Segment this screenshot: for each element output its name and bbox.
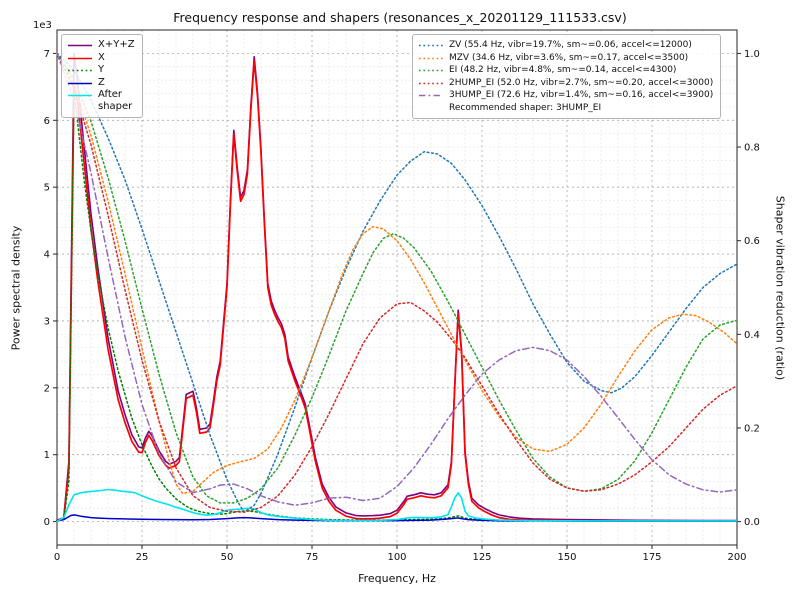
2hump-ei-line-swatch-icon [419, 82, 443, 84]
legend-item-x: X [67, 52, 135, 65]
recommended-shaper-note-line-swatch-icon [418, 103, 444, 114]
x-tick-label: 175 [642, 552, 661, 563]
3hump-ei-line-swatch-icon [419, 94, 443, 97]
x-tick-label: 150 [557, 552, 576, 563]
legend-item-zv: ZV (55.4 Hz, vibr=19.7%, sm~=0.06, accel… [418, 39, 713, 52]
y-right-tick-label: 0.0 [744, 517, 760, 528]
y-right-axis-label: Shaper vibration reduction (ratio) [773, 195, 787, 381]
series-line-ei [56, 52, 738, 504]
y-right-tick-label: 0.2 [744, 423, 760, 434]
series-line-2hump-ei [56, 52, 738, 513]
y-right-tick-label: 1.0 [744, 49, 760, 60]
series-line-mzv [56, 52, 738, 495]
x-tick-label: 125 [472, 552, 491, 563]
legend-item-recommended-shaper-note: Recommended shaper: 3HUMP_EI [418, 102, 713, 115]
legend-item-x-y-z: X+Y+Z [67, 39, 135, 52]
legend-label-ei: EI (48.2 Hz, vibr=4.8%, sm~=0.14, accel<… [449, 65, 677, 75]
legend-label-zv: ZV (55.4 Hz, vibr=19.7%, sm~=0.06, accel… [449, 40, 692, 50]
y-left-tick-label: 2 [44, 383, 50, 394]
y-left-tick-label: 7 [44, 49, 50, 60]
y-left-tick-label: 5 [44, 183, 50, 194]
legend-label-x-y-z: X+Y+Z [98, 39, 135, 50]
y-left-tick-label: 4 [44, 250, 50, 261]
legend-label-3hump-ei: 3HUMP_EI (72.6 Hz, vibr=1.4%, sm~=0.16, … [449, 90, 714, 100]
legend-label-y: Y [98, 64, 105, 75]
legend-label-x: X [98, 51, 105, 63]
legend-label-mzv: MZV (34.6 Hz, vibr=3.6%, sm~=0.17, accel… [449, 52, 689, 63]
mzv-line-swatch-icon [419, 57, 443, 59]
x-tick-label: 200 [727, 552, 746, 563]
psd-legend: X+Y+Z X Y Z After shaper [61, 34, 143, 118]
series-line-z [56, 514, 738, 522]
y-right-tick-label: 0.4 [744, 330, 760, 341]
legend-item-mzv: MZV (34.6 Hz, vibr=3.6%, sm~=0.17, accel… [418, 52, 713, 65]
legend-item-2hump-ei: 2HUMP_EI (52.0 Hz, vibr=2.7%, sm~=0.20, … [418, 77, 713, 90]
shaper-legend: ZV (55.4 Hz, vibr=19.7%, sm~=0.06, accel… [412, 34, 722, 119]
y-left-tick-label: 6 [44, 116, 50, 127]
legend-item-ei: EI (48.2 Hz, vibr=4.8%, sm~=0.14, accel<… [418, 64, 713, 77]
legend-item-after-shaper: After shaper [67, 89, 135, 113]
plot-border [56, 29, 738, 546]
legend-item-y: Y [67, 64, 135, 77]
series-line-y [56, 89, 738, 522]
y-left-axis-label: Power spectral density [9, 225, 23, 351]
chart-title: Frequency response and shapers (resonanc… [173, 10, 627, 25]
ei-line-swatch-icon [419, 69, 443, 72]
y-left-offset-label: 1e3 [33, 20, 52, 31]
x-y-z-line-swatch-icon [68, 44, 92, 47]
legend-item-3hump-ei: 3HUMP_EI (72.6 Hz, vibr=1.4%, sm~=0.16, … [418, 89, 713, 102]
legend-label-after-shaper: After shaper [98, 89, 133, 112]
x-tick-label: 100 [387, 552, 406, 563]
y-right-tick-label: 0.8 [744, 143, 760, 154]
y-right-tick-label: 0.6 [744, 236, 760, 247]
x-tick-label: 75 [306, 552, 319, 563]
z-line-swatch-icon [68, 82, 92, 84]
legend-label-recommended-shaper-note: Recommended shaper: 3HUMP_EI [449, 102, 602, 113]
x-tick-label: 0 [54, 552, 60, 563]
x-axis-label: Frequency, Hz [358, 572, 436, 585]
legend-item-z: Z [67, 77, 135, 90]
legend-label-2hump-ei: 2HUMP_EI (52.0 Hz, vibr=2.7%, sm~=0.20, … [449, 77, 714, 88]
x-tick-label: 50 [221, 552, 234, 563]
series-line-x [56, 59, 738, 522]
y-left-tick-label: 0 [44, 517, 50, 528]
series-line-3hump-ei [56, 52, 738, 506]
legend-label-z: Z [98, 76, 105, 88]
series-line-zv [56, 52, 738, 513]
x-tick-label: 25 [136, 552, 149, 563]
x-line-swatch-icon [68, 57, 92, 59]
y-left-tick-label: 3 [44, 316, 50, 327]
series-line-after-shaper [56, 488, 738, 523]
zv-line-swatch-icon [419, 44, 443, 47]
y-line-swatch-icon [68, 69, 92, 72]
after-shaper-line-swatch-icon [68, 94, 92, 97]
y-left-tick-label: 1 [44, 450, 50, 461]
